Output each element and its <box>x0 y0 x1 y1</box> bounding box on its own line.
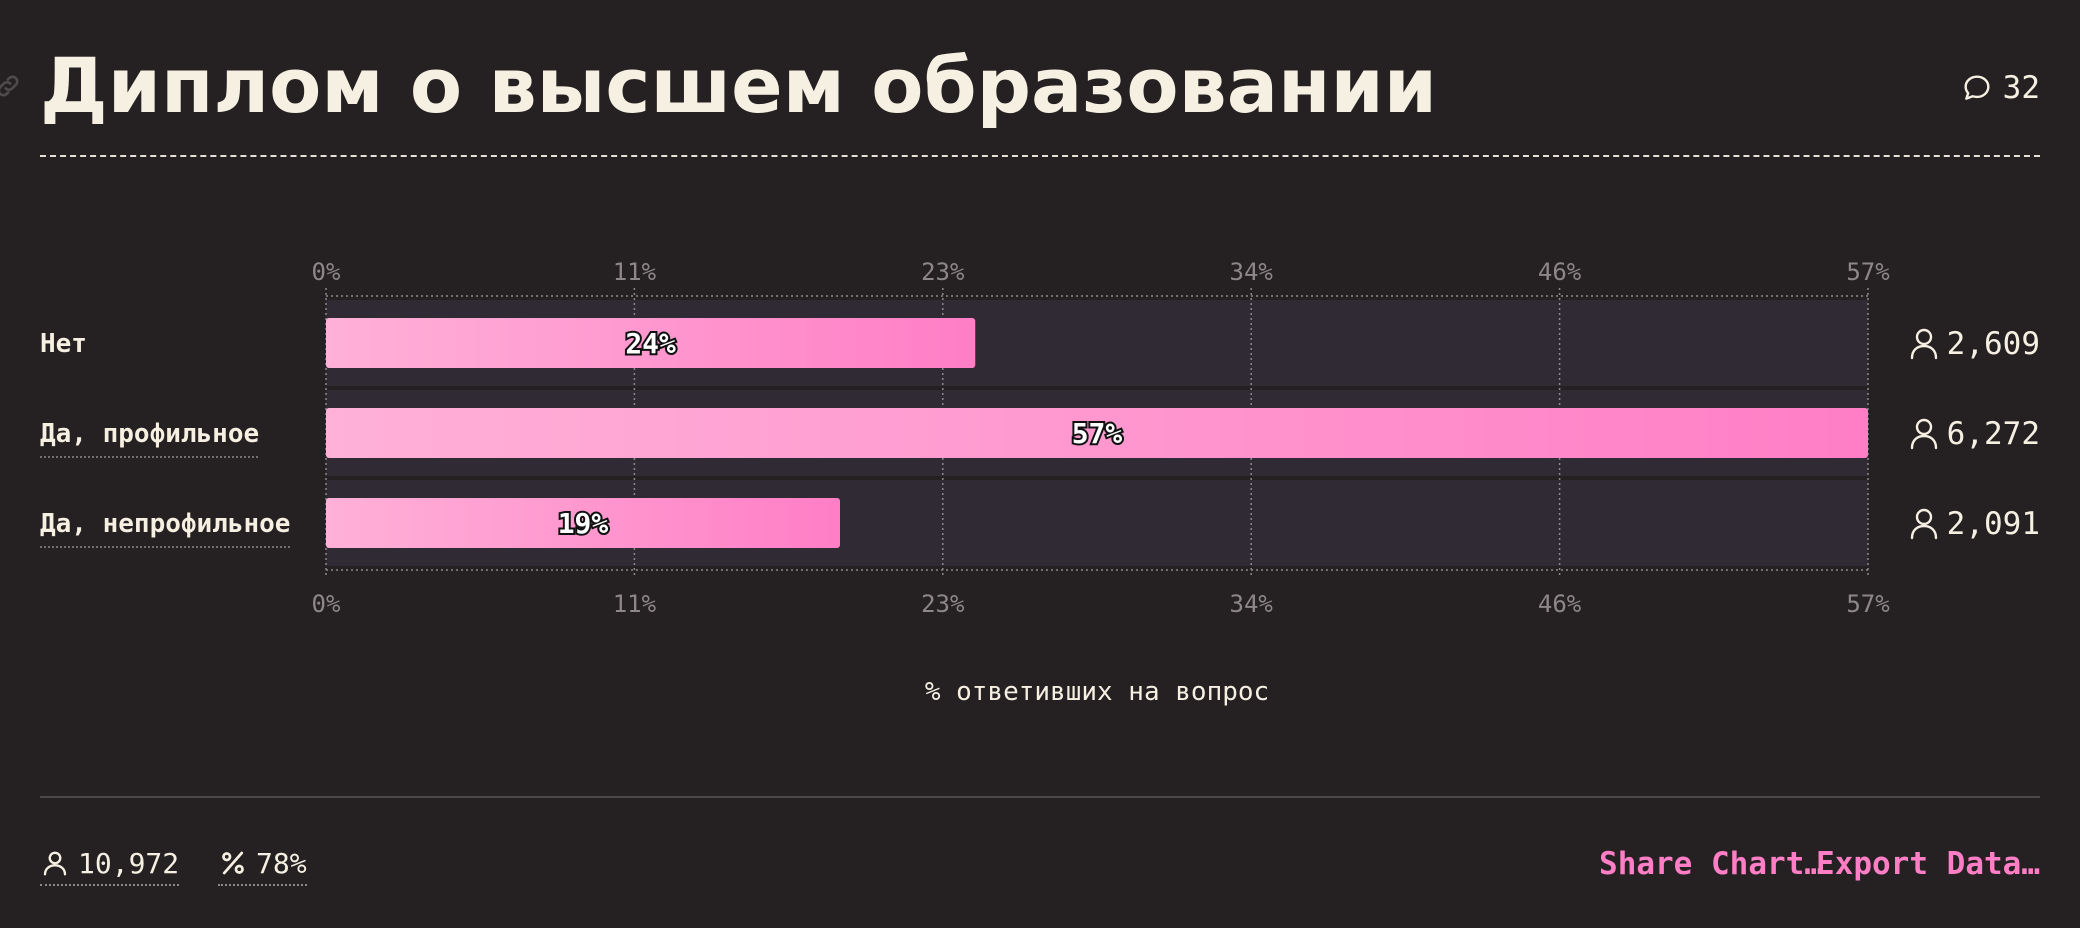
user-icon <box>43 851 67 876</box>
bar <box>326 408 1868 458</box>
link-icon[interactable] <box>0 72 22 100</box>
bar <box>326 498 840 548</box>
comment-icon <box>1964 75 1990 100</box>
x-tick-label-bottom: 11% <box>613 590 657 618</box>
comments-button[interactable]: 32 <box>1961 68 2040 108</box>
export-data-button[interactable]: Export Data… <box>1816 846 2040 882</box>
category-label: Да, профильное <box>40 419 259 449</box>
category-label: Да, непрофильное <box>40 509 290 539</box>
bar <box>326 318 976 368</box>
user-icon-head <box>1915 508 1933 526</box>
footer-divider <box>40 796 2040 798</box>
percent-answered[interactable]: 78% <box>218 842 307 886</box>
x-tick-label-top: 57% <box>1846 258 1890 286</box>
x-tick-label-top: 11% <box>613 258 657 286</box>
x-axis-title: % ответивших на вопрос <box>925 677 1269 707</box>
comments-count: 32 <box>2002 70 2040 106</box>
respondent-count: 2,091 <box>1947 506 2040 542</box>
bar-value-label: 24% <box>625 327 676 360</box>
bar-chart: 0% 0% 11% 11% 23% 23% 34% 34% 46% 46% 57% 57% 24% Нет… <box>40 258 2040 707</box>
user-icon-body <box>1910 344 1938 360</box>
x-tick-label-bottom: 0% <box>312 590 341 618</box>
bar-value-label: 57% <box>1072 417 1123 450</box>
percent-icon <box>222 851 244 875</box>
user-icon-head <box>1915 328 1933 346</box>
chart-title: Диплом о высшем образовании <box>40 41 1438 130</box>
x-tick-label-top: 0% <box>312 258 341 286</box>
percent-answered-value: 78% <box>256 846 307 880</box>
total-respondents[interactable]: 10,972 <box>40 842 180 886</box>
bar-value-label: 19% <box>558 507 609 540</box>
user-icon-head <box>1915 418 1933 436</box>
category-label: Нет <box>40 329 87 359</box>
total-respondents-value: 10,972 <box>78 846 180 880</box>
respondent-count: 6,272 <box>1947 416 2040 452</box>
user-icon-body <box>1910 524 1938 540</box>
share-chart-button[interactable]: Share Chart… <box>1599 846 1823 882</box>
x-tick-label-bottom: 34% <box>1230 590 1274 618</box>
user-icon-body <box>1910 434 1938 450</box>
x-tick-label-bottom: 57% <box>1846 590 1890 618</box>
x-tick-label-top: 34% <box>1230 258 1274 286</box>
x-tick-label-top: 46% <box>1538 258 1582 286</box>
x-tick-label-bottom: 23% <box>921 590 965 618</box>
title-divider <box>40 155 2040 157</box>
x-tick-label-bottom: 46% <box>1538 590 1582 618</box>
x-tick-label-top: 23% <box>921 258 965 286</box>
respondent-count: 2,609 <box>1947 326 2040 362</box>
